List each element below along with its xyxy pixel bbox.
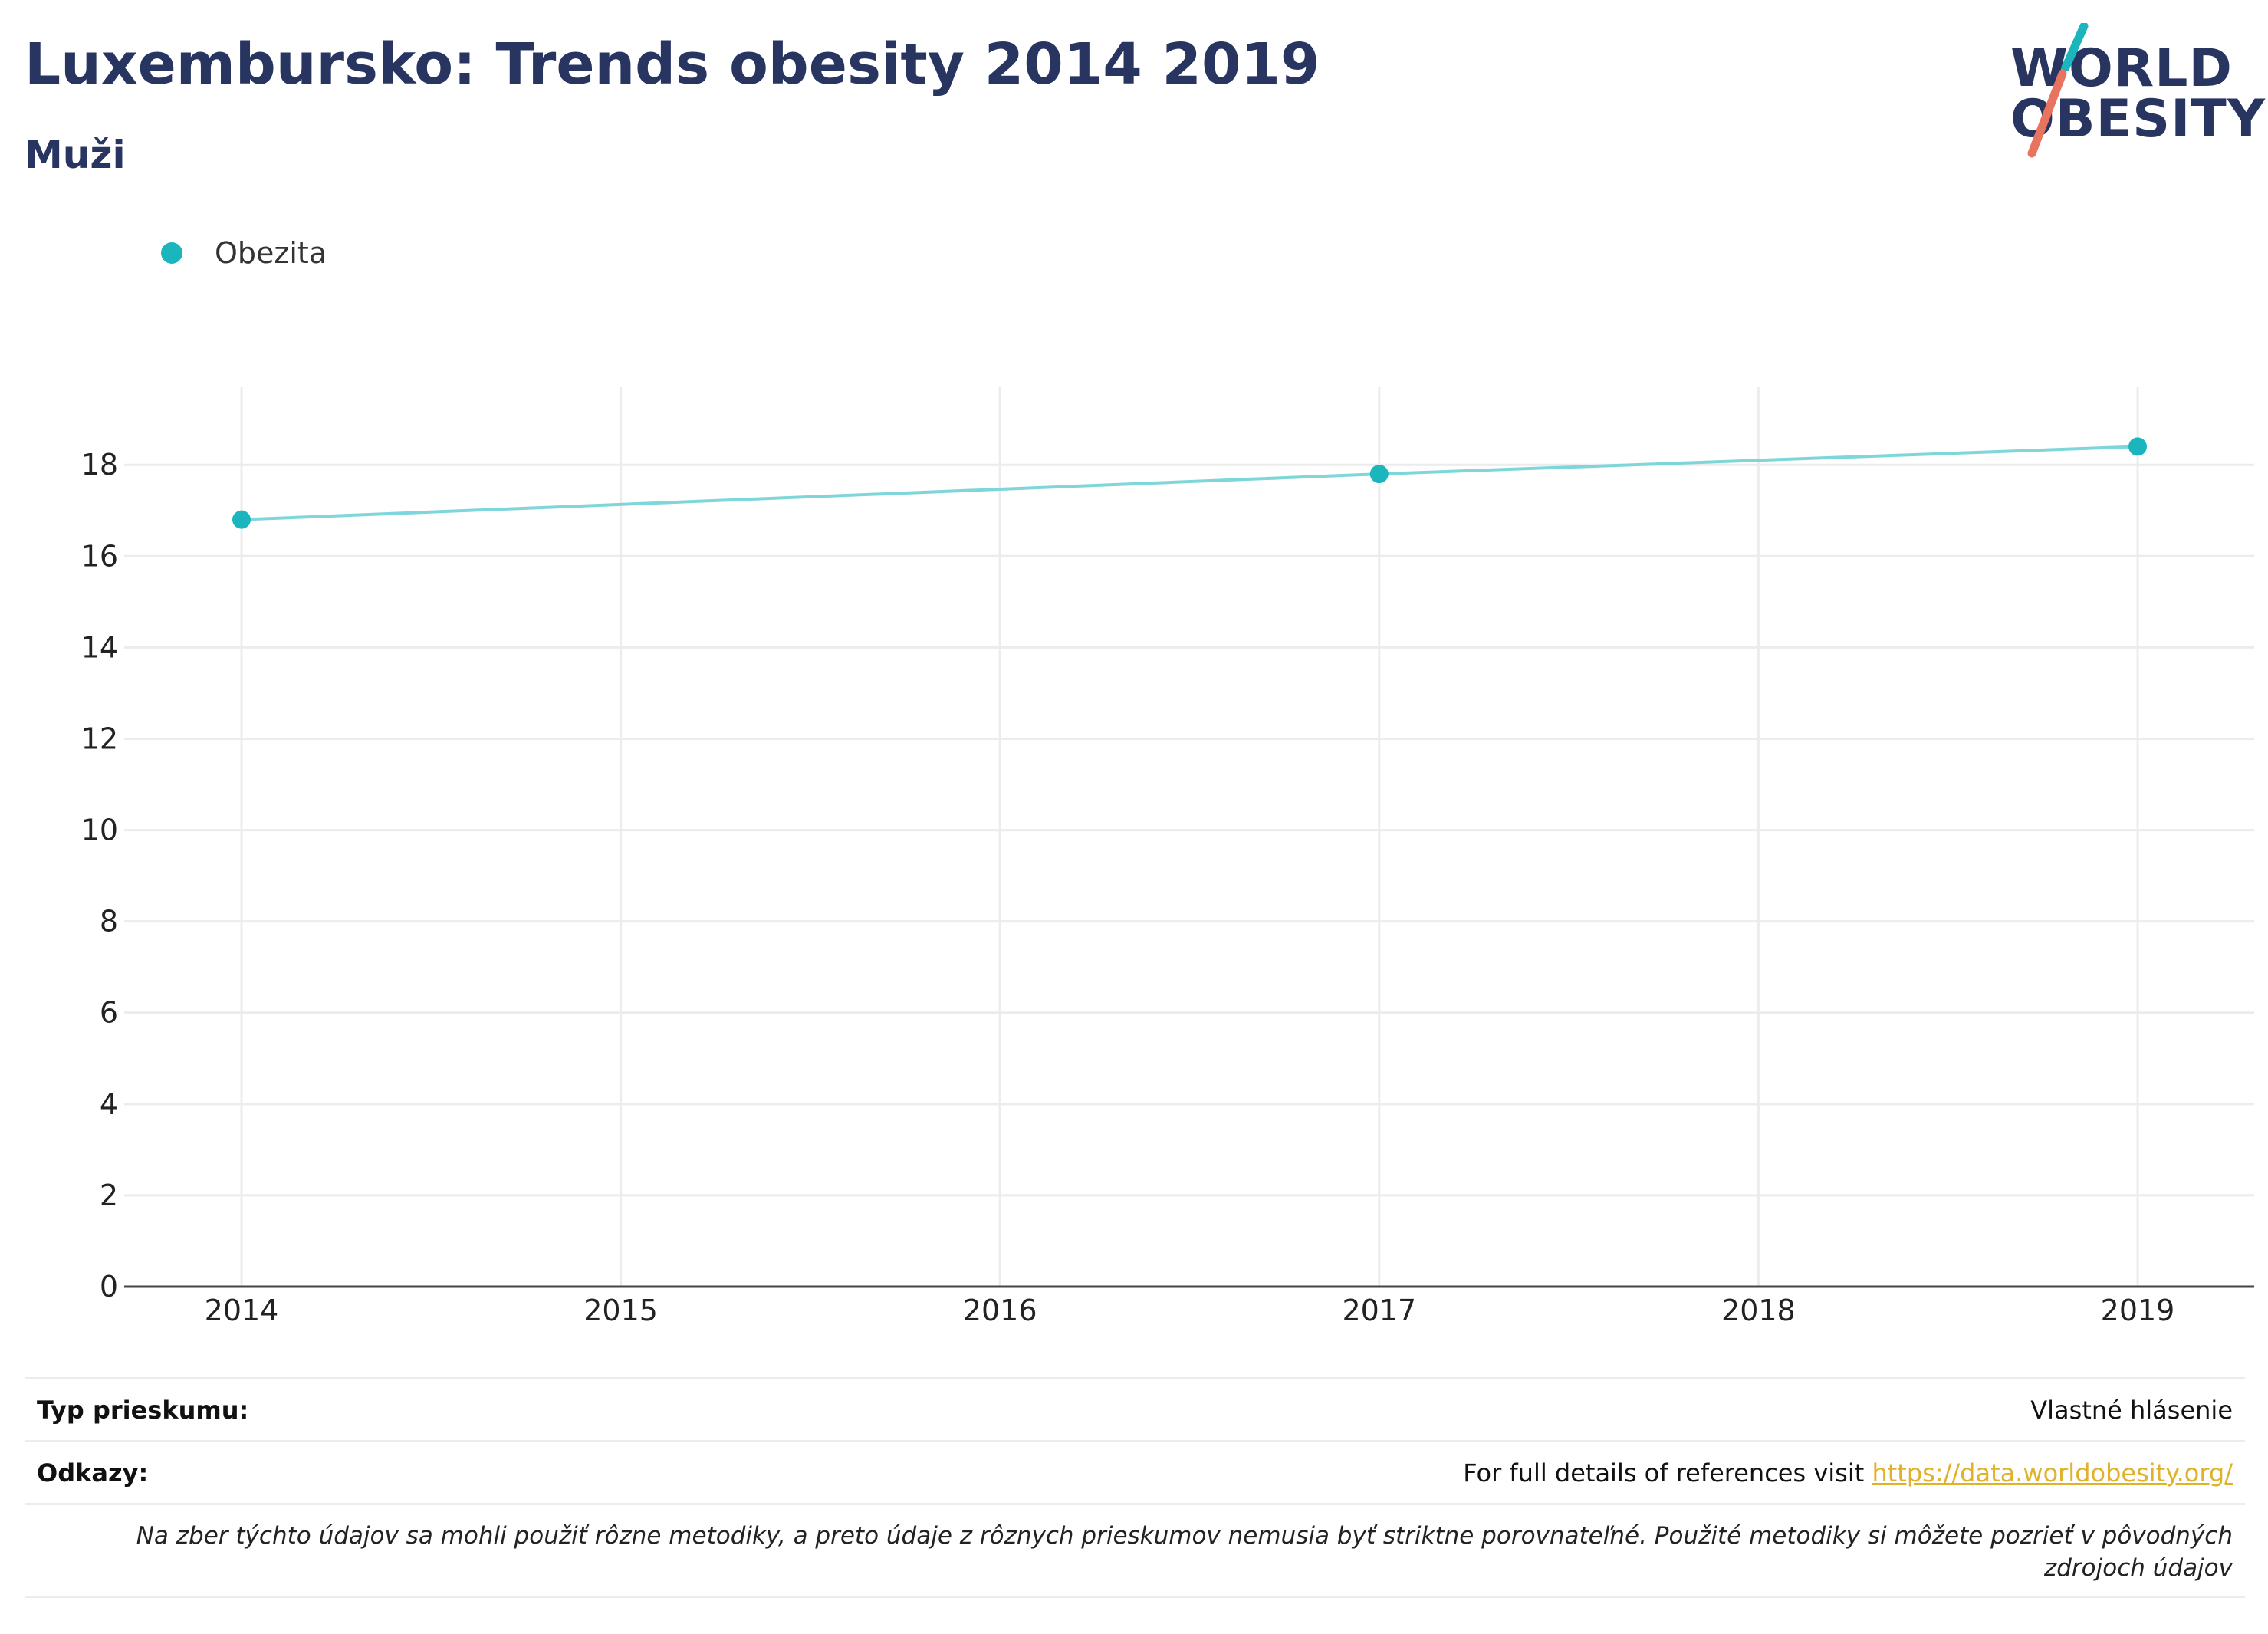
y-tick-label-0: 0 [100,1270,118,1304]
y-tick-label-12: 12 [81,722,118,755]
y-tick-label-10: 10 [81,814,118,847]
series-obezita [232,437,2147,529]
y-tick-label-4: 4 [100,1087,118,1121]
references-value: For full details of references visit htt… [1463,1458,2233,1488]
x-tick-label-2014: 2014 [205,1294,279,1327]
legend-marker-obezita [161,242,182,264]
x-tick-label-2018: 2018 [1721,1294,1796,1327]
data-point-2017[interactable] [1369,465,1389,484]
y-tick-label-18: 18 [81,448,118,482]
series-line-obezita [241,445,2138,521]
legend-label-obezita: Obezita [215,236,327,270]
chart-grid [124,387,2254,1287]
y-axis-labels: 0 2 4 6 8 10 12 14 16 18 [81,448,118,1304]
page-subtitle: Muži [25,133,126,177]
obesity-trend-chart: 0 2 4 6 8 10 12 14 16 18 2014 2015 2016 2017 2018 2019 [81,387,2254,1327]
references-text: For full details of references visit [1463,1458,1872,1488]
y-tick-label-2: 2 [100,1179,118,1212]
references-link[interactable]: https://data.worldobesity.org/ [1872,1458,2233,1488]
logo-slash-icon [2027,23,2089,158]
x-axis-labels: 2014 2015 2016 2017 2018 2019 [205,1294,2175,1327]
y-tick-label-14: 14 [81,630,118,664]
references-label: Odkazy: [37,1458,149,1488]
data-point-2014[interactable] [232,510,251,529]
survey-type-label: Typ prieskumu: [37,1395,249,1425]
data-point-2019[interactable] [2128,437,2147,456]
logo-line-1: WORLD [2010,38,2233,99]
methodology-note: Na zber týchto údajov sa mohli použiť rô… [25,1503,2245,1598]
y-tick-label-16: 16 [81,539,118,573]
page-title: Luxembursko: Trends obesity 2014 2019 [25,31,1320,97]
x-tick-label-2017: 2017 [1342,1294,1416,1327]
y-tick-label-8: 8 [100,905,118,939]
survey-type-row: Typ prieskumu: Vlastné hlásenie [25,1377,2245,1440]
survey-type-value: Vlastné hlásenie [2030,1395,2233,1425]
world-obesity-logo: WORLD OBESITY [2001,23,2265,161]
x-tick-label-2016: 2016 [963,1294,1037,1327]
chart-legend[interactable]: Obezita [161,230,327,276]
x-tick-label-2019: 2019 [2101,1294,2175,1327]
references-row: Odkazy: For full details of references v… [25,1440,2245,1503]
x-tick-label-2015: 2015 [583,1294,658,1327]
y-tick-label-6: 6 [100,996,118,1030]
